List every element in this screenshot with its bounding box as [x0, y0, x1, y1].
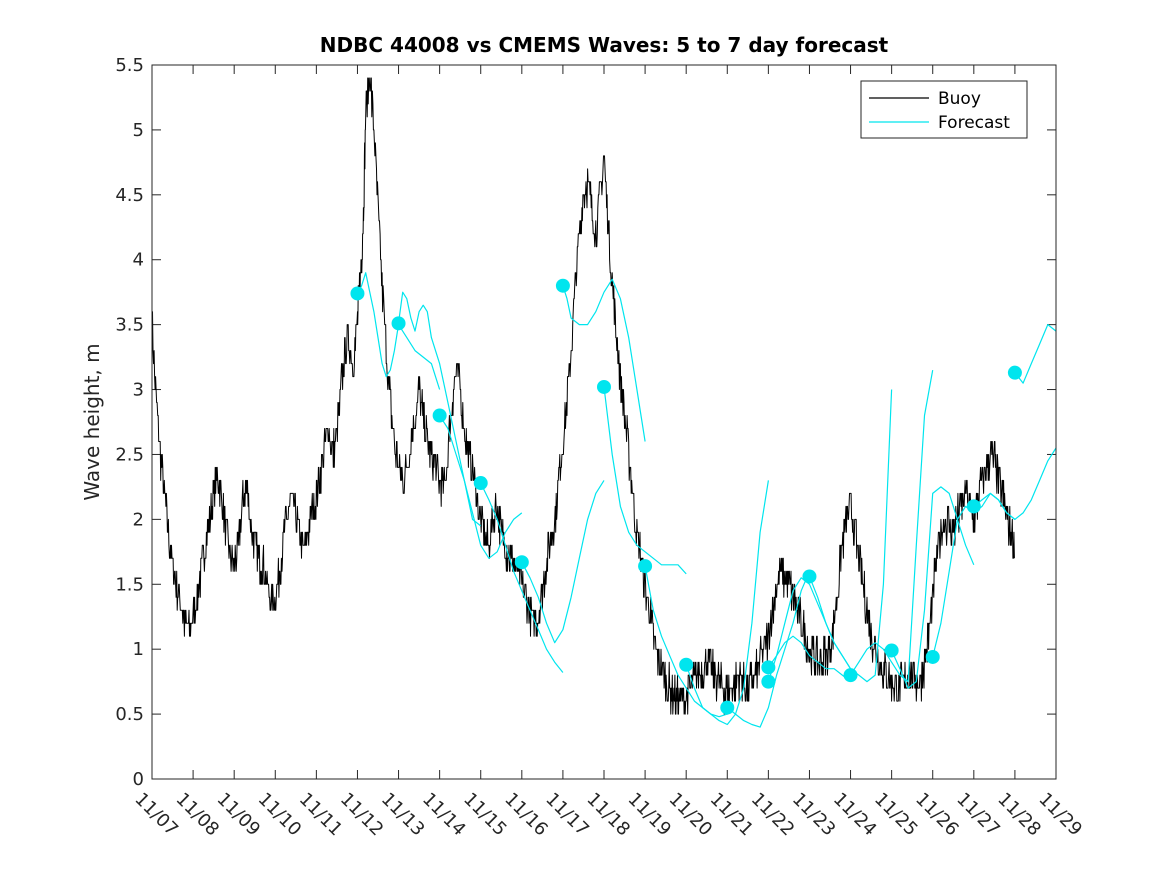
forecast-marker	[638, 559, 653, 574]
y-tick-label: 0	[133, 769, 144, 790]
plot-frame	[151, 64, 1057, 780]
forecast-marker	[966, 499, 981, 514]
forecast-line	[603, 386, 687, 575]
forecast-marker	[350, 286, 365, 301]
y-tick-label: 4	[133, 250, 144, 271]
forecast-line	[767, 635, 851, 683]
y-tick-label: 2.5	[115, 444, 144, 465]
forecast-series-group	[356, 272, 1057, 728]
legend-box	[860, 80, 1028, 139]
forecast-marker	[1007, 365, 1022, 380]
plot-area	[152, 65, 1056, 779]
forecast-line	[562, 278, 646, 442]
y-tick-label: 4.5	[115, 185, 144, 206]
legend-forecast-label: Forecast	[938, 113, 1010, 133]
y-tick-label: 1	[133, 639, 144, 660]
y-tick-label: 5	[133, 120, 144, 141]
forecast-marker	[432, 408, 447, 423]
forecast-line	[849, 369, 934, 683]
forecast-line	[397, 291, 482, 527]
forecast-marker	[514, 555, 529, 570]
y-tick-label: 0.5	[115, 704, 144, 725]
forecast-marker	[843, 668, 858, 683]
forecast-line	[480, 482, 564, 673]
y-tick-label: 2	[133, 509, 144, 530]
chart-title: NDBC 44008 vs CMEMS Waves: 5 to 7 day fo…	[320, 33, 889, 57]
forecast-markers	[350, 278, 1022, 715]
y-tick-label: 3	[133, 380, 144, 401]
forecast-line	[439, 415, 523, 559]
forecast-marker	[761, 674, 776, 689]
forecast-marker	[925, 649, 940, 664]
axis-ticks	[151, 64, 1057, 780]
forecast-marker	[761, 660, 776, 675]
forecast-marker	[884, 643, 899, 658]
y-tick-label: 1.5	[115, 574, 144, 595]
forecast-line	[726, 571, 811, 728]
forecast-marker	[720, 700, 735, 715]
y-tick-labels: 0 0.5 1 1.5 2 2.5 3 3.5 4 4.5 5 5.5	[115, 55, 144, 790]
forecast-line	[891, 486, 975, 689]
buoy-series	[151, 77, 1015, 715]
y-axis-label: Wave height, m	[80, 343, 104, 500]
legend-buoy-label: Buoy	[938, 89, 981, 109]
forecast-marker	[555, 278, 570, 293]
forecast-line	[644, 565, 728, 718]
forecast-marker	[679, 657, 694, 672]
y-tick-label: 3.5	[115, 315, 144, 336]
forecast-marker	[473, 476, 488, 491]
forecast-marker	[391, 316, 406, 331]
forecast-marker	[597, 379, 611, 394]
forecast-marker	[802, 569, 817, 584]
forecast-line	[973, 447, 1057, 520]
forecast-line	[356, 272, 441, 390]
forecast-line	[1014, 324, 1057, 384]
buoy-line	[151, 77, 1015, 715]
y-tick-label: 5.5	[115, 55, 144, 76]
legend: Buoy Forecast	[860, 80, 1028, 139]
forecast-line	[685, 480, 769, 726]
forecast-line	[521, 480, 605, 644]
